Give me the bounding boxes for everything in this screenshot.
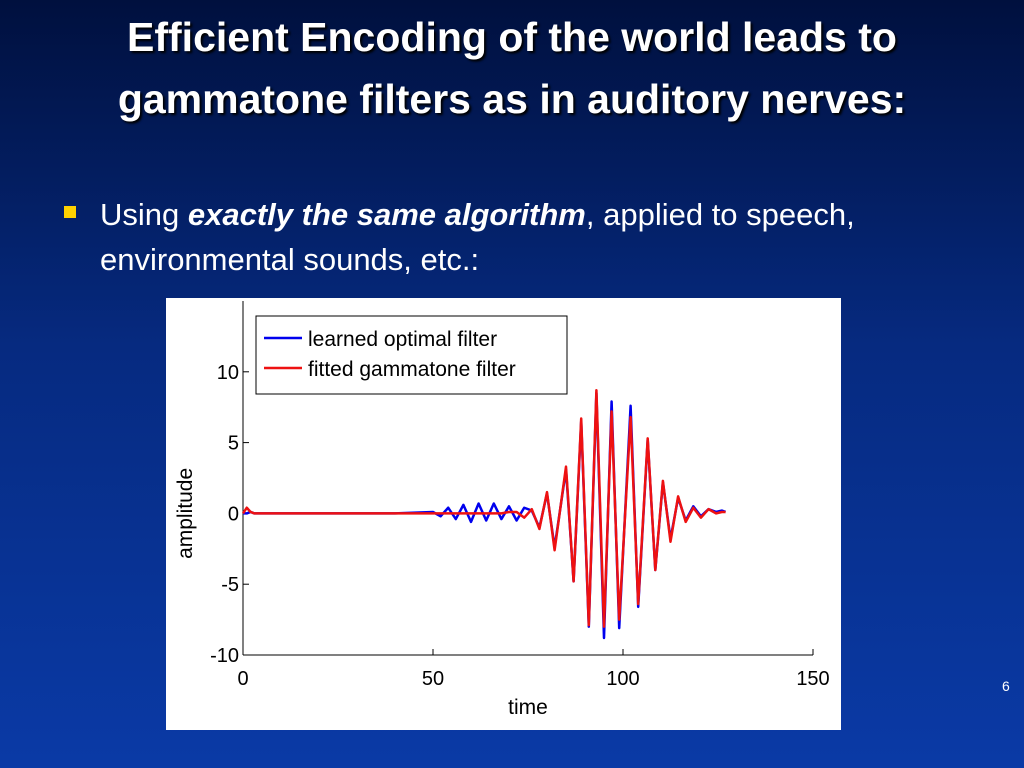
- page-number: 6: [1002, 678, 1010, 694]
- y-tick-label: 5: [228, 433, 239, 455]
- x-tick-label: 100: [606, 668, 639, 690]
- slide-title: Efficient Encoding of the world leads to…: [117, 14, 907, 122]
- y-tick-label: -5: [221, 574, 239, 596]
- legend-label: fitted gammatone filter: [308, 358, 516, 381]
- y-tick-label: -10: [210, 645, 239, 667]
- legend-box: [255, 315, 568, 395]
- x-axis-label: time: [508, 696, 548, 719]
- y-tick-label: 10: [217, 362, 239, 384]
- bullet-plain: Using: [100, 197, 188, 232]
- bullet-plain: , applied to speech, environmental sound…: [100, 197, 855, 277]
- x-tick-label: 150: [796, 668, 829, 690]
- bullet-text: Using exactly the same algorithm, applie…: [100, 192, 980, 282]
- y-axis-label: amplitude: [174, 468, 197, 559]
- series-line: [241, 388, 726, 628]
- bullet-marker: [64, 206, 76, 218]
- legend-label: learned optimal filter: [308, 328, 497, 351]
- figure-panel: -10 -5 0 5 10 0 50 100 150 time amplitude learned o…: [166, 298, 841, 730]
- bullet-emphasis: exactly the same algorithm: [187, 197, 586, 232]
- x-tick-label: 0: [237, 668, 248, 690]
- x-tick-label: 50: [422, 668, 444, 690]
- y-tick-label: 0: [228, 503, 239, 525]
